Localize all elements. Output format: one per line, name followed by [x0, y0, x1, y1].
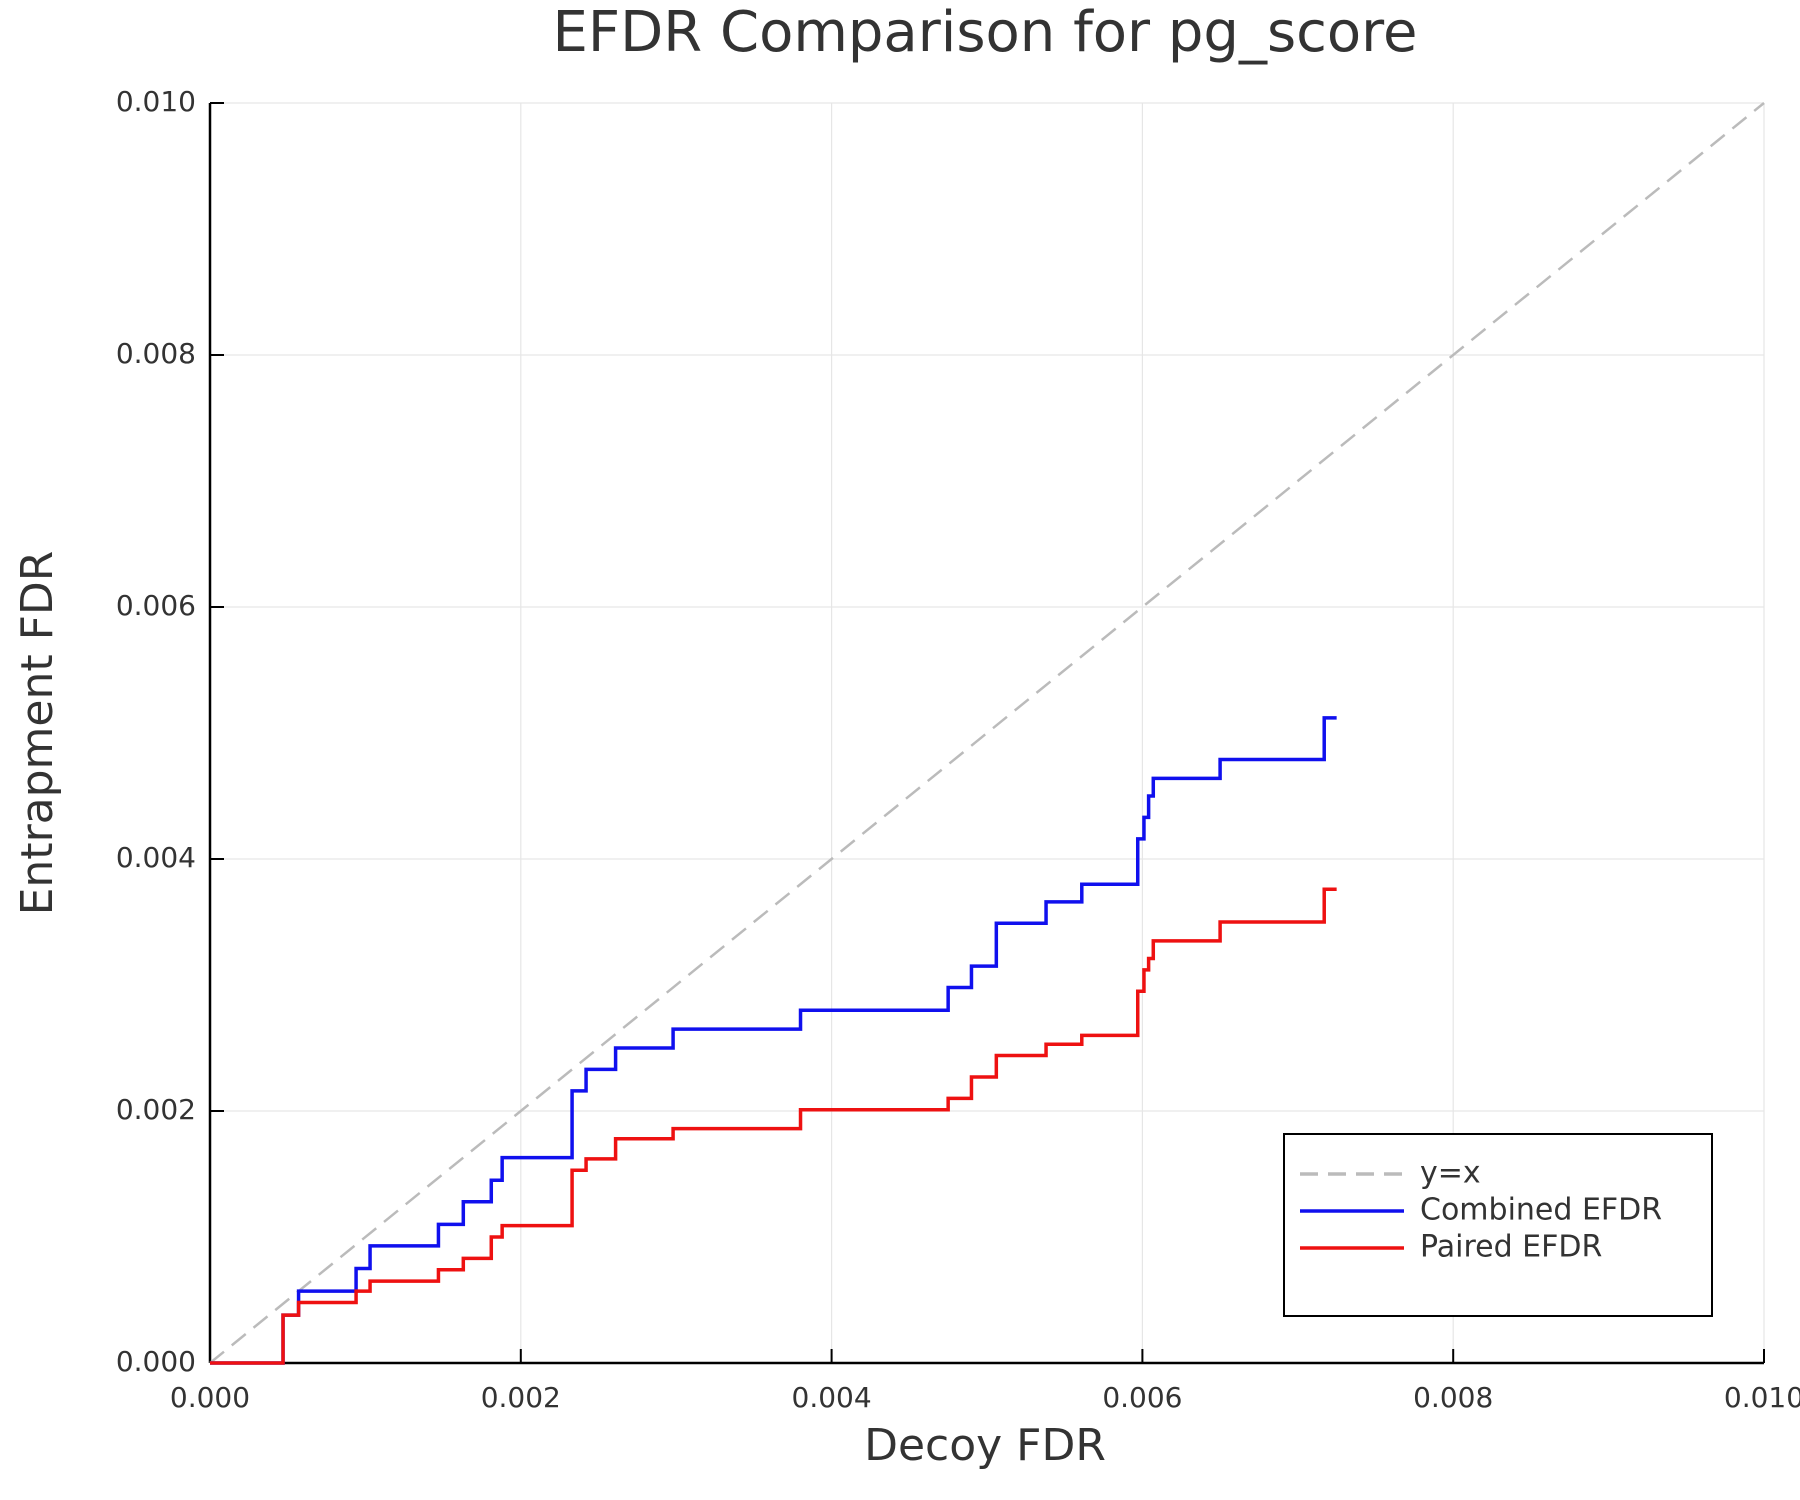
y-tick-label: 0.002 — [116, 1093, 196, 1126]
x-tick-label: 0.002 — [481, 1381, 561, 1414]
chart-title: EFDR Comparison for pg_score — [553, 0, 1418, 65]
x-tick-label: 0.000 — [170, 1381, 250, 1414]
x-axis-label: Decoy FDR — [864, 1420, 1106, 1471]
y-tick-label: 0.004 — [116, 841, 196, 874]
series-line — [210, 716, 1337, 1365]
legend-box — [1283, 1133, 1713, 1317]
series-line — [210, 887, 1337, 1365]
y-tick-label: 0.000 — [116, 1345, 196, 1378]
y-tick-label: 0.010 — [116, 85, 196, 118]
x-tick-label: 0.008 — [1413, 1381, 1493, 1414]
x-tick-label: 0.004 — [792, 1381, 872, 1414]
series-line — [209, 102, 1765, 1364]
x-tick-label: 0.010 — [1724, 1381, 1800, 1414]
legend-label: y=x — [1420, 1156, 1481, 1191]
x-tick-label: 0.006 — [1102, 1381, 1182, 1414]
legend-label: Paired EFDR — [1420, 1230, 1602, 1265]
legend-label: Combined EFDR — [1420, 1193, 1662, 1228]
y-tick-label: 0.006 — [116, 589, 196, 622]
y-axis-label: Entrapment FDR — [12, 551, 63, 916]
y-tick-label: 0.008 — [116, 337, 196, 370]
